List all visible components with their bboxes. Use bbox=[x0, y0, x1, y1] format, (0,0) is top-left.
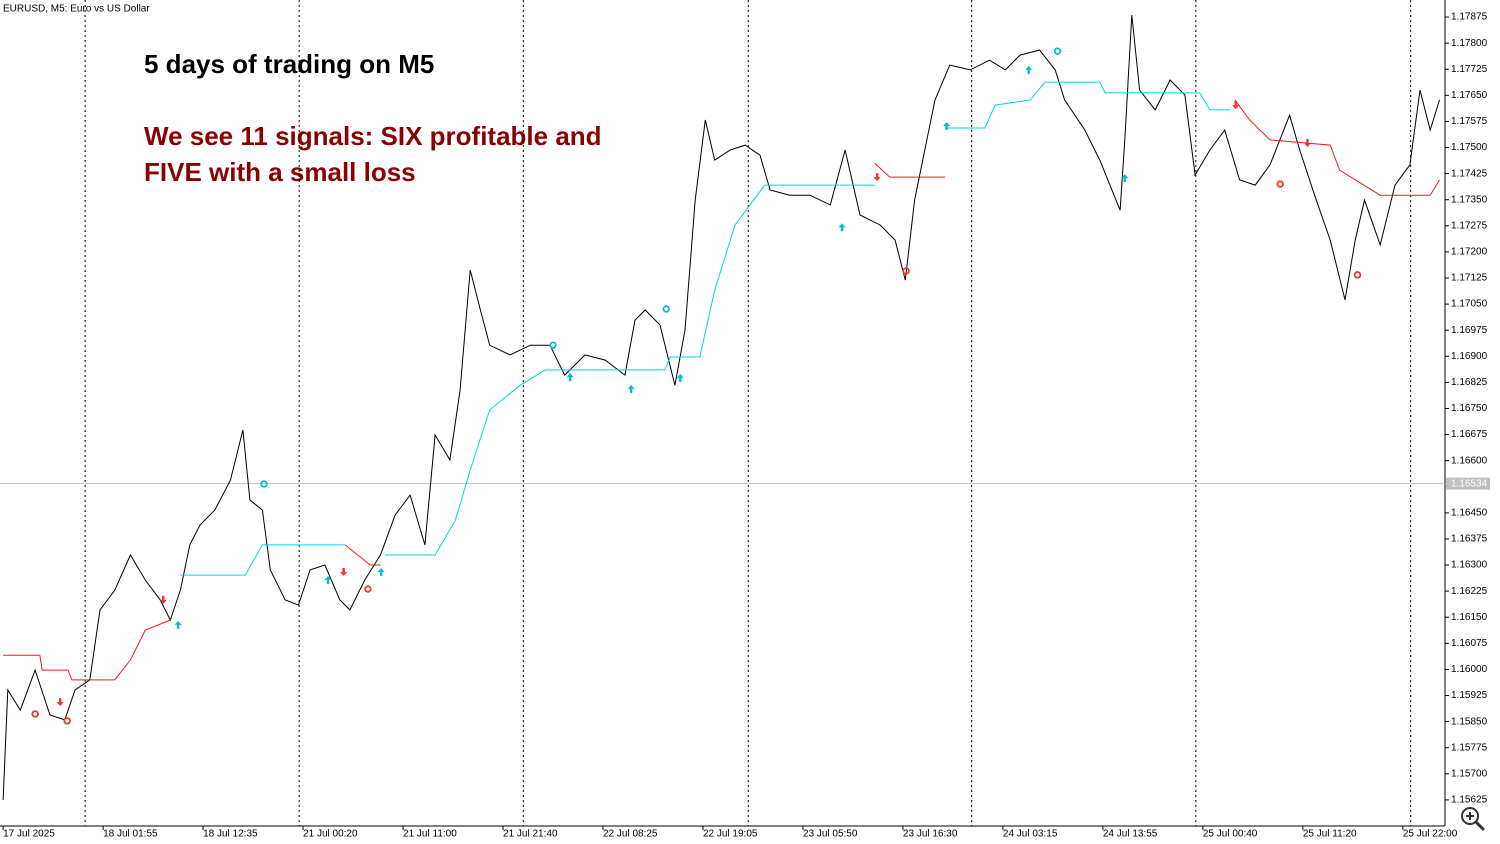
y-tick-label: 1.16300 bbox=[1451, 560, 1488, 571]
y-tick-label: 1.16750 bbox=[1451, 403, 1488, 414]
signal-up-arrow bbox=[838, 223, 846, 232]
zoom-handle[interactable] bbox=[1474, 820, 1486, 832]
y-tick-label: 1.17200 bbox=[1451, 247, 1488, 258]
zoom-lens[interactable] bbox=[1461, 807, 1479, 825]
y-tick-label: 1.17350 bbox=[1451, 194, 1488, 205]
signal-down-arrow bbox=[1232, 101, 1240, 110]
x-tick-label: 24 Jul 13:55 bbox=[1103, 829, 1158, 840]
y-tick-label: 1.17275 bbox=[1451, 220, 1488, 231]
y-tick-label: 1.17725 bbox=[1451, 64, 1488, 75]
x-tick-label: 21 Jul 21:40 bbox=[503, 829, 558, 840]
signal-exit bbox=[1353, 271, 1362, 279]
signal-up-arrow bbox=[566, 373, 574, 382]
y-tick-label: 1.17875 bbox=[1451, 12, 1488, 23]
y-tick-label: 1.15625 bbox=[1451, 795, 1488, 806]
y-tick-label: 1.17050 bbox=[1451, 299, 1488, 310]
signal-down-arrow bbox=[340, 568, 348, 577]
x-tick-label: 24 Jul 03:15 bbox=[1003, 829, 1058, 840]
x-tick-label: 18 Jul 12:35 bbox=[203, 829, 258, 840]
signal-down-arrow bbox=[873, 173, 881, 182]
signal-up-arrow bbox=[377, 568, 385, 577]
series-line bbox=[180, 81, 1231, 576]
y-tick-label: 1.15700 bbox=[1451, 768, 1488, 779]
signal-up-arrow bbox=[174, 620, 182, 629]
signal-up-arrow bbox=[627, 384, 635, 393]
y-tick-label: 1.15775 bbox=[1451, 742, 1488, 753]
signal-up-arrow bbox=[943, 121, 951, 130]
signal-exit bbox=[260, 480, 268, 488]
chart-title: EURUSD, M5: Euro vs US Dollar bbox=[3, 4, 150, 15]
y-tick-label: 1.17650 bbox=[1451, 90, 1488, 101]
y-tick-label: 1.16450 bbox=[1451, 507, 1488, 518]
signal-exit bbox=[63, 717, 71, 725]
signal-exit bbox=[549, 341, 557, 349]
current-price-box bbox=[1446, 477, 1490, 490]
signal-exit bbox=[662, 305, 670, 313]
y-tick-label: 1.16375 bbox=[1451, 534, 1488, 545]
signal-exit bbox=[1053, 47, 1062, 55]
x-tick-label: 17 Jul 2025 bbox=[3, 829, 55, 840]
signal-down-arrow bbox=[159, 595, 167, 604]
signal-exit bbox=[364, 585, 372, 593]
x-tick-label: 18 Jul 01:55 bbox=[103, 829, 158, 840]
y-tick-label: 1.17800 bbox=[1451, 38, 1488, 49]
annotation: FIVE with a small loss bbox=[144, 157, 416, 187]
signal-exit bbox=[31, 710, 39, 718]
y-tick-label: 1.17125 bbox=[1451, 273, 1488, 284]
signal-up-arrow bbox=[1121, 174, 1129, 183]
signal-up-arrow bbox=[1025, 65, 1033, 74]
x-tick-label: 25 Jul 11:20 bbox=[1303, 829, 1357, 840]
series-line bbox=[3, 99, 1440, 681]
annotation: We see 11 signals: SIX profitable and bbox=[144, 121, 602, 151]
x-tick-label: 21 Jul 00:20 bbox=[303, 829, 358, 840]
y-tick-label: 1.15850 bbox=[1451, 716, 1488, 727]
y-tick-label: 1.17575 bbox=[1451, 116, 1488, 127]
x-tick-label: 21 Jul 11:00 bbox=[403, 829, 457, 840]
x-tick-label: 22 Jul 19:05 bbox=[703, 829, 758, 840]
y-tick-label: 1.16000 bbox=[1451, 664, 1488, 675]
series-line bbox=[2, 14, 1440, 800]
signal-exit bbox=[1276, 180, 1284, 188]
x-tick-label: 23 Jul 05:50 bbox=[803, 829, 858, 840]
zoom-icon[interactable] bbox=[1461, 807, 1486, 832]
y-tick-label: 1.17500 bbox=[1451, 142, 1488, 153]
y-tick-label: 1.17425 bbox=[1451, 168, 1488, 179]
x-tick-label: 23 Jul 16:30 bbox=[903, 829, 958, 840]
y-tick-label: 1.16675 bbox=[1451, 429, 1488, 440]
x-tick-label: 25 Jul 00:40 bbox=[1203, 829, 1258, 840]
signal-up-arrow bbox=[324, 576, 332, 585]
signal-up-arrow bbox=[676, 373, 684, 382]
annotation: 5 days of trading on M5 bbox=[144, 49, 434, 79]
y-tick-label: 1.16075 bbox=[1451, 638, 1488, 649]
y-tick-label: 1.16975 bbox=[1451, 325, 1488, 336]
y-tick-label: 1.16825 bbox=[1451, 377, 1488, 388]
y-tick-label: 1.15925 bbox=[1451, 690, 1488, 701]
y-tick-label: 1.16150 bbox=[1451, 612, 1488, 623]
signal-down-arrow bbox=[1304, 139, 1312, 148]
y-tick-label: 1.16600 bbox=[1451, 455, 1488, 466]
x-tick-label: 25 Jul 22:00 bbox=[1403, 829, 1458, 840]
y-tick-label: 1.16900 bbox=[1451, 351, 1488, 362]
x-tick-label: 22 Jul 08:25 bbox=[603, 829, 658, 840]
signal-exit bbox=[902, 267, 910, 275]
current-price-label: 1.16534 bbox=[1451, 478, 1488, 489]
signal-down-arrow bbox=[56, 698, 64, 707]
y-tick-label: 1.16225 bbox=[1451, 586, 1488, 597]
